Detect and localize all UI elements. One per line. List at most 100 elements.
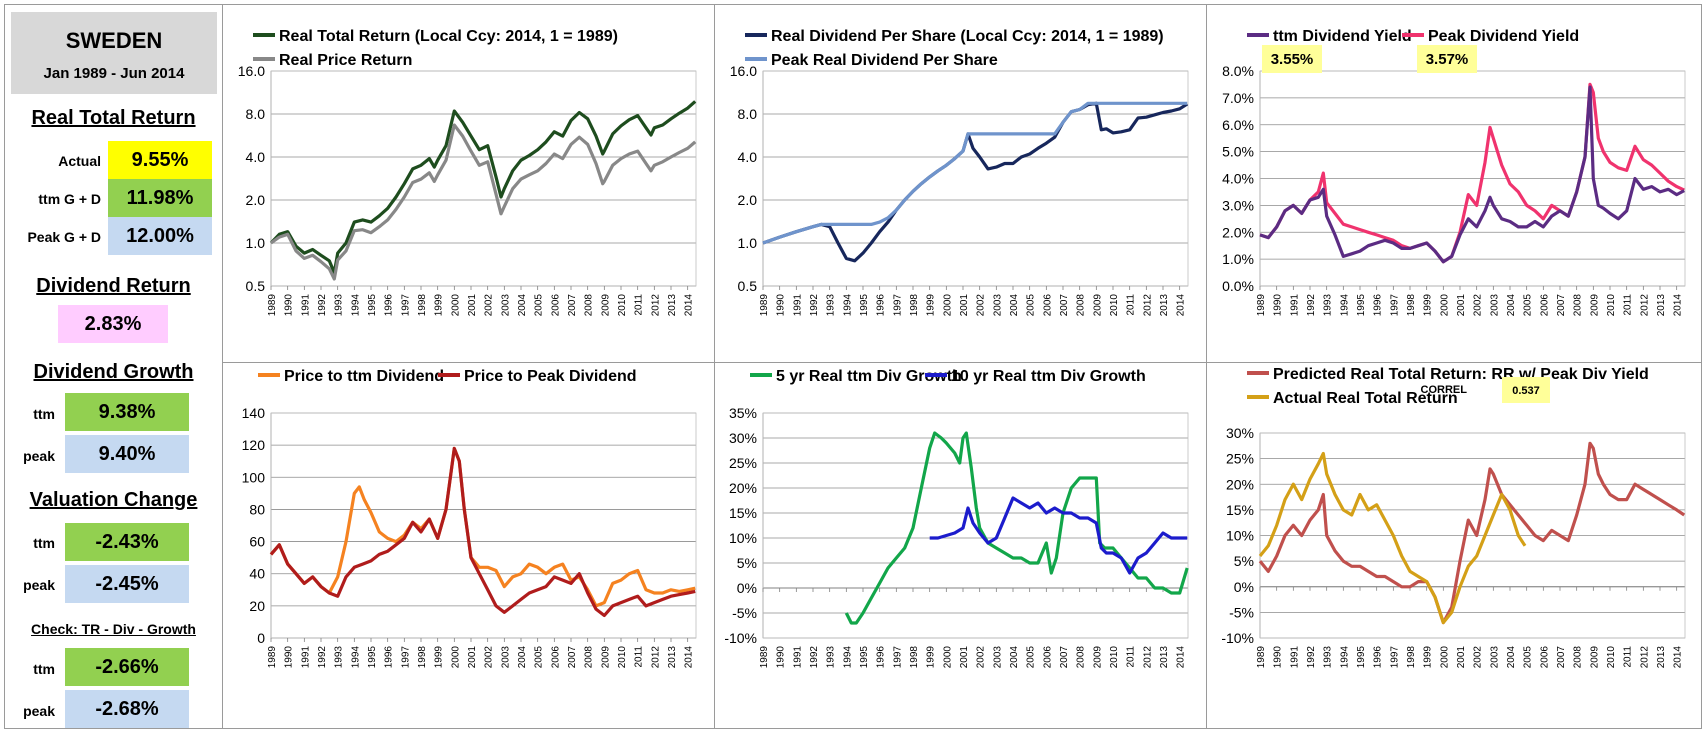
- x-tick-label: 1990: [776, 646, 787, 669]
- dividend-growth-heading: Dividend Growth: [33, 361, 194, 383]
- x-tick-label: 2006: [550, 294, 561, 317]
- x-tick-label: 2012: [1142, 646, 1153, 669]
- y-tick-label: -10%: [724, 630, 757, 646]
- divider: [222, 4, 223, 729]
- legend-label: Real Price Return: [279, 52, 412, 69]
- x-tick-label: 2007: [1059, 646, 1070, 669]
- y-tick-label: 0%: [737, 580, 757, 596]
- summary-sidebar: SWEDEN Jan 1989 - Jun 2014 Real Total Re…: [5, 5, 222, 728]
- x-tick-label: 2001: [959, 646, 970, 669]
- correl-value: 0.537: [1512, 385, 1540, 397]
- val-change-peak-value: -2.45%: [65, 565, 189, 603]
- check-peak-value: -2.68%: [65, 690, 189, 728]
- y-tick-label: 5%: [1234, 553, 1254, 569]
- x-tick-label: 1989: [267, 294, 278, 317]
- y-tick-label: 120: [242, 437, 266, 453]
- legend-label: Predicted Real Total Return: RR w/ Peak …: [1273, 366, 1649, 383]
- y-tick-label: 100: [242, 469, 266, 485]
- x-tick-label: 1991: [792, 646, 803, 669]
- y-tick-label: 4.0: [738, 149, 758, 165]
- x-tick-label: 1993: [1323, 646, 1334, 669]
- div-growth-peak-label: peak: [23, 448, 55, 464]
- y-tick-label: 80: [249, 501, 265, 517]
- x-tick-label: 1995: [1356, 646, 1367, 669]
- y-tick-label: 8.0: [246, 106, 266, 122]
- x-tick-label: 2000: [1439, 646, 1450, 669]
- x-tick-label: 1996: [876, 294, 887, 317]
- x-tick-label: 2008: [1076, 646, 1087, 669]
- x-tick-label: 1993: [826, 646, 837, 669]
- y-tick-label: 1.0: [738, 235, 758, 251]
- legend-label: Real Dividend Per Share (Local Ccy: 2014…: [771, 28, 1164, 45]
- dividend-return-value: 2.83%: [58, 305, 168, 343]
- x-tick-label: 1990: [776, 294, 787, 317]
- ttm-gd-label: ttm G + D: [38, 191, 101, 207]
- x-tick-label: 1998: [417, 646, 428, 669]
- price-to-dividend-chart: 0 20 40 60 80 100 120 140 1989 1990 1991 1992 1993 19…: [242, 368, 697, 669]
- x-tick-label: 2013: [667, 294, 678, 317]
- x-tick-label: 2014: [1176, 294, 1187, 317]
- x-tick-label: 1996: [384, 294, 395, 317]
- x-tick-label: 1998: [909, 646, 920, 669]
- x-tick-label: 2008: [1076, 294, 1087, 317]
- x-tick-label: 1995: [367, 294, 378, 317]
- y-tick-label: 30%: [729, 430, 757, 446]
- x-tick-label: 2001: [467, 646, 478, 669]
- val-change-ttm-value: -2.43%: [65, 523, 189, 561]
- x-tick-label: 2008: [1573, 294, 1584, 317]
- y-tick-label: 8.0%: [1222, 63, 1254, 79]
- x-tick-label: 2002: [976, 294, 987, 317]
- x-tick-label: 2004: [1506, 646, 1517, 669]
- series-line-0: [844, 431, 1189, 625]
- dashboard-frame: [4, 4, 1702, 729]
- y-tick-label: 20: [249, 598, 265, 614]
- x-tick-label: 2004: [1009, 294, 1020, 317]
- div-growth-ttm-value: 9.38%: [65, 393, 189, 431]
- x-tick-label: 1992: [1306, 294, 1317, 317]
- y-tick-label: 1.0: [246, 235, 266, 251]
- x-tick-label: 2002: [484, 294, 495, 317]
- actual-value: 9.55%: [108, 141, 212, 179]
- y-tick-label: 16.0: [730, 63, 757, 79]
- x-tick-label: 2000: [450, 646, 461, 669]
- y-tick-label: 0.5: [738, 278, 758, 294]
- x-tick-label: 1992: [1306, 646, 1317, 669]
- x-tick-label: 1999: [1423, 646, 1434, 669]
- y-tick-label: 7.0%: [1222, 90, 1254, 106]
- y-tick-label: 8.0: [738, 106, 758, 122]
- x-tick-label: 2014: [1176, 646, 1187, 669]
- x-tick-label: 2008: [584, 646, 595, 669]
- x-tick-label: 2002: [1473, 294, 1484, 317]
- x-tick-label: 2014: [1673, 646, 1684, 669]
- x-tick-label: 2001: [1456, 646, 1467, 669]
- value-label: 3.55%: [1271, 51, 1314, 68]
- x-tick-label: 1990: [1273, 294, 1284, 317]
- x-tick-label: 1993: [1323, 294, 1334, 317]
- peak-gd-label: Peak G + D: [27, 229, 101, 245]
- x-tick-label: 1999: [434, 294, 445, 317]
- legend-label: Price to Peak Dividend: [464, 368, 637, 385]
- x-tick-label: 2011: [1126, 646, 1137, 668]
- x-tick-label: 2009: [600, 646, 611, 669]
- x-tick-label: 2007: [1556, 646, 1567, 669]
- x-tick-label: 1992: [809, 646, 820, 669]
- x-tick-label: 2005: [534, 646, 545, 669]
- x-tick-label: 2008: [1573, 646, 1584, 669]
- divider: [222, 362, 1702, 363]
- x-tick-label: 2013: [1159, 294, 1170, 317]
- x-tick-label: 2011: [634, 294, 645, 316]
- correl-value-box: [1502, 377, 1550, 403]
- x-tick-label: 2013: [667, 646, 678, 669]
- y-tick-label: 2.0: [738, 192, 758, 208]
- y-tick-label: 0.5: [246, 278, 266, 294]
- x-tick-label: 2006: [1042, 294, 1053, 317]
- x-tick-label: 1991: [1289, 646, 1300, 669]
- x-tick-label: 1992: [317, 294, 328, 317]
- x-tick-label: 1995: [859, 294, 870, 317]
- x-tick-label: 1999: [434, 646, 445, 669]
- y-tick-label: 15%: [729, 505, 757, 521]
- real-dividend-chart: 0.5 1.0 2.0 4.0 8.0 16.0 1989 1990 1991 1992 1993 1…: [730, 28, 1189, 317]
- x-tick-label: 1990: [1273, 646, 1284, 669]
- series-line-0: [269, 100, 697, 275]
- x-tick-label: 2001: [959, 294, 970, 317]
